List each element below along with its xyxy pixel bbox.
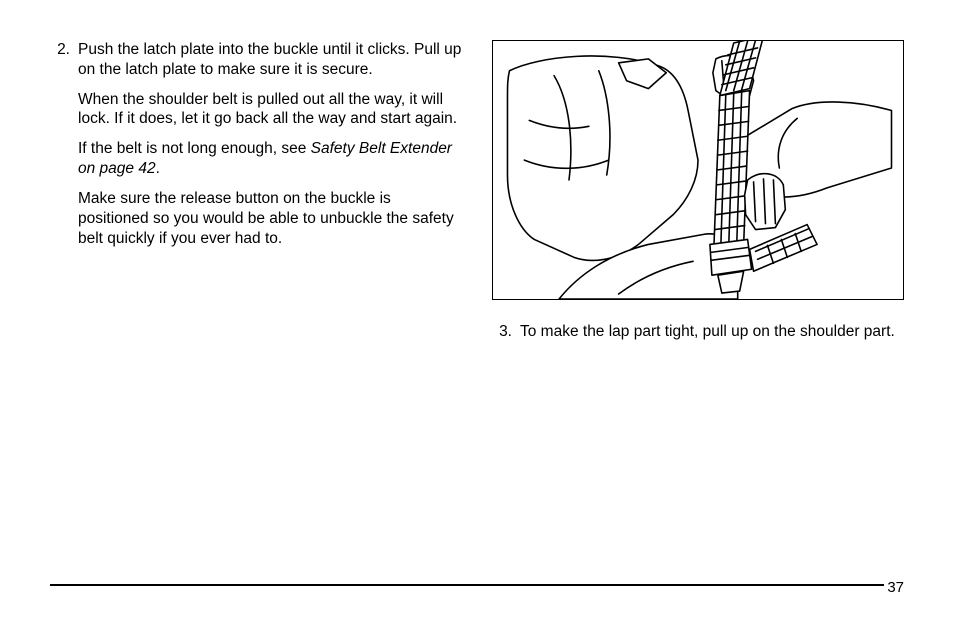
step-2-para-3b: . (156, 160, 160, 177)
step-number: 2. (50, 40, 78, 258)
left-column: 2. Push the latch plate into the buckle … (50, 40, 462, 360)
step-2-para-4: Make sure the release button on the buck… (78, 189, 462, 248)
step-number: 3. (492, 322, 520, 352)
step-2-para-2: When the shoulder belt is pulled out all… (78, 90, 462, 130)
right-column: 3. To make the lap part tight, pull up o… (492, 40, 904, 360)
step-2-para-3: If the belt is not long enough, see Safe… (78, 139, 462, 179)
page-number: 37 (887, 579, 904, 596)
two-column-layout: 2. Push the latch plate into the buckle … (50, 40, 904, 360)
seatbelt-figure (492, 40, 904, 300)
footer-rule (50, 584, 884, 586)
step-3-para-1: To make the lap part tight, pull up on t… (520, 322, 904, 342)
step-body: Push the latch plate into the buckle unt… (78, 40, 462, 258)
manual-page: 2. Push the latch plate into the buckle … (0, 0, 954, 636)
step-2: 2. Push the latch plate into the buckle … (50, 40, 462, 258)
step-2-para-3a: If the belt is not long enough, see (78, 140, 311, 157)
seatbelt-illustration-svg (493, 41, 903, 299)
step-body: To make the lap part tight, pull up on t… (520, 322, 904, 352)
step-3: 3. To make the lap part tight, pull up o… (492, 322, 904, 352)
step-2-para-1: Push the latch plate into the buckle unt… (78, 40, 462, 80)
